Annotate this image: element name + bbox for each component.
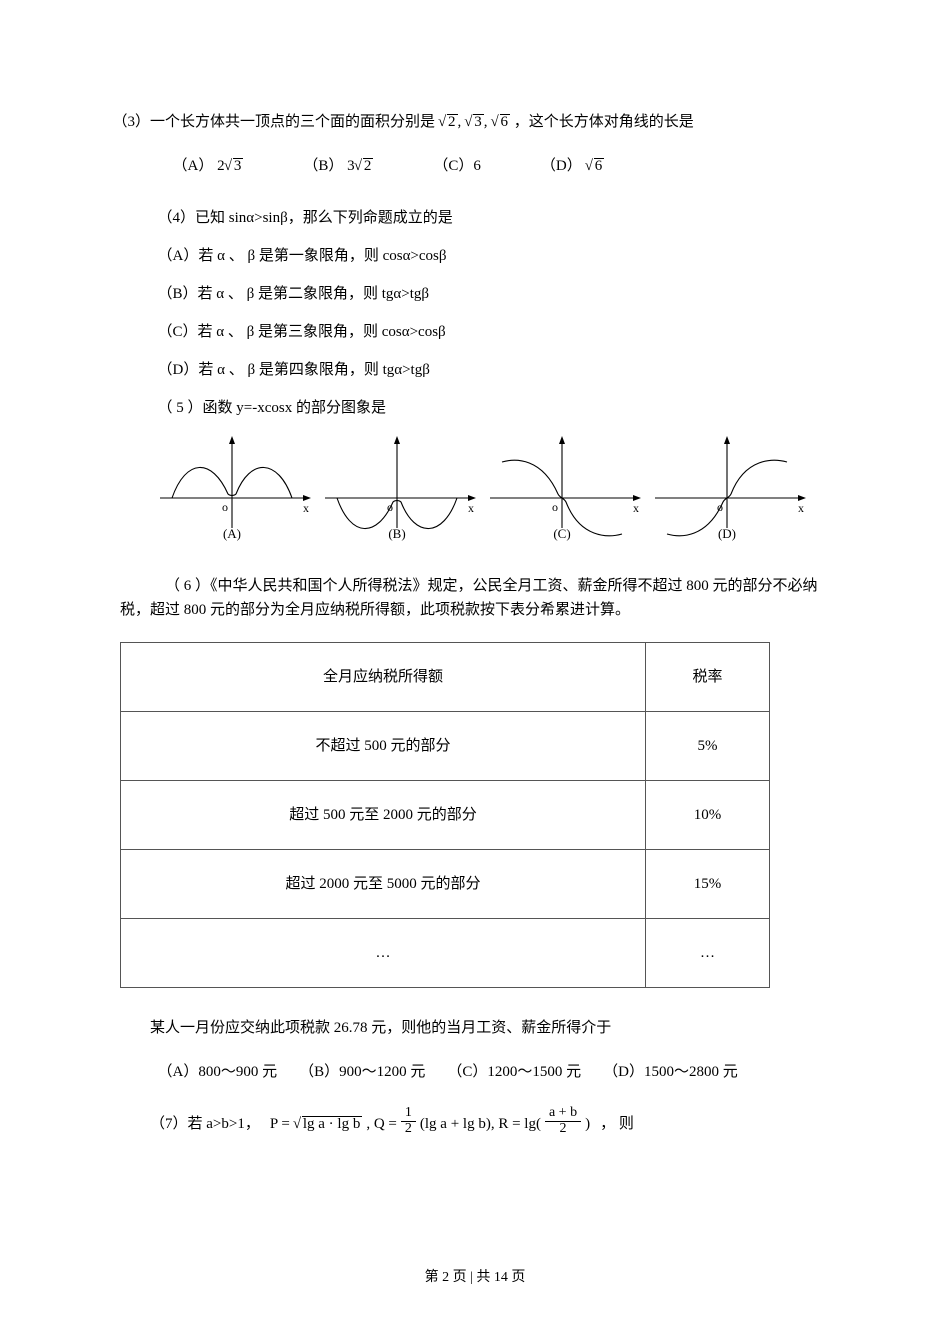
sqrt-6-icon: 6 bbox=[491, 110, 510, 134]
tax-table: 全月应纳税所得额 税率 不超过 500 元的部分 5% 超过 500 元至 20… bbox=[120, 642, 770, 988]
sqrt-icon: 2 bbox=[355, 154, 374, 178]
svg-text:(B): (B) bbox=[388, 526, 405, 541]
table-row: 不超过 500 元的部分 5% bbox=[121, 712, 770, 781]
q5-graph-a: o x (A) bbox=[150, 434, 315, 544]
sqrt-icon: 6 bbox=[585, 154, 604, 178]
q3-option-d: （D） 6 bbox=[541, 154, 604, 178]
q3-option-a: （A） 23 bbox=[173, 154, 244, 178]
q5-graph-c: o x (C) bbox=[480, 434, 645, 544]
sqrt-3-icon: 3 bbox=[465, 110, 484, 134]
q7-suffix: ， 则 bbox=[600, 1112, 634, 1136]
sqrt-2-icon: 2 bbox=[439, 110, 458, 134]
q7-line: （7）若 a>b>1， P = lg a · lg b , Q = 1 2 (l… bbox=[150, 1106, 830, 1136]
q3-options: （A） 23 （B） 32 （C）6 （D） 6 bbox=[173, 154, 831, 178]
page-footer: 第 2 页 | 共 14 页 bbox=[0, 1266, 950, 1286]
svg-text:x: x bbox=[468, 501, 474, 515]
q6-option-b: （B）900～1200 元 bbox=[299, 1060, 425, 1084]
q3-option-b: （B） 32 bbox=[303, 154, 373, 178]
table-header-row: 全月应纳税所得额 税率 bbox=[121, 643, 770, 712]
q5-stem: （ 5 ）函数 y=-xcosx 的部分图象是 bbox=[158, 396, 831, 420]
graph-b-svg: o x (B) bbox=[315, 434, 480, 544]
svg-text:o: o bbox=[552, 500, 558, 514]
q3-option-c: （C）6 bbox=[433, 154, 481, 178]
table-row: 超过 2000 元至 5000 元的部分 15% bbox=[121, 850, 770, 919]
graph-a-svg: o x (A) bbox=[150, 434, 315, 544]
sqrt-icon: 3 bbox=[225, 154, 244, 178]
svg-text:o: o bbox=[222, 500, 228, 514]
svg-text:(D): (D) bbox=[718, 526, 736, 541]
col-header-rate: 税率 bbox=[646, 643, 770, 712]
q3-stem-prefix: （3）一个长方体共一顶点的三个面的面积分别是 bbox=[113, 114, 439, 130]
graph-c-svg: o x (C) bbox=[480, 434, 645, 544]
q6-stem2: 某人一月份应交纳此项税款 26.78 元，则他的当月工资、薪金所得介于 bbox=[120, 1016, 830, 1040]
table-row: … … bbox=[121, 919, 770, 988]
svg-text:(C): (C) bbox=[553, 526, 570, 541]
sqrt-icon: lg a · lg b bbox=[294, 1112, 363, 1136]
svg-text:x: x bbox=[303, 501, 309, 515]
svg-text:x: x bbox=[633, 501, 639, 515]
q6-option-c: （C）1200～1500 元 bbox=[447, 1060, 581, 1084]
q4-stem: （4）已知 sinα>sinβ，那么下列命题成立的是 bbox=[158, 206, 831, 230]
q3-stem: （3）一个长方体共一顶点的三个面的面积分别是 2, 3, 6 ，这个长方体对角线… bbox=[113, 110, 831, 134]
q7-prefix: （7）若 a>b>1， bbox=[150, 1112, 260, 1136]
svg-text:o: o bbox=[717, 500, 723, 514]
q6-option-d: （D）1500～2800 元 bbox=[603, 1060, 738, 1084]
svg-text:x: x bbox=[798, 501, 804, 515]
q5-graph-d: o x (D) bbox=[645, 434, 810, 544]
graph-d-svg: o x (D) bbox=[645, 434, 810, 544]
fraction-half-icon: 1 2 bbox=[401, 1106, 416, 1136]
svg-text:o: o bbox=[387, 500, 393, 514]
q7-P: P = lg a · lg b bbox=[270, 1112, 363, 1136]
q3-stem-suffix: ，这个长方体对角线的长是 bbox=[514, 114, 694, 130]
q4-option-c: （C）若 α 、 β 是第三象限角，则 cosα>cosβ bbox=[158, 320, 831, 344]
q4-option-a: （A）若 α 、 β 是第一象限角，则 cosα>cosβ bbox=[158, 244, 831, 268]
q4-option-b: （B）若 α 、 β 是第二象限角，则 tgα>tgβ bbox=[158, 282, 831, 306]
q4-option-d: （D）若 α 、 β 是第四象限角，则 tgα>tgβ bbox=[158, 358, 831, 382]
q6-options: （A）800～900 元 （B）900～1200 元 （C）1200～1500 … bbox=[158, 1060, 831, 1084]
q5-graphs: o x (A) o x (B) o x (C) o x (D) bbox=[150, 434, 830, 544]
q5-graph-b: o x (B) bbox=[315, 434, 480, 544]
fraction-ab2-icon: a + b 2 bbox=[545, 1106, 581, 1136]
table-row: 超过 500 元至 2000 元的部分 10% bbox=[121, 781, 770, 850]
q6-paragraph: （ 6 ）《中华人民共和国个人所得税法》规定，公民全月工资、薪金所得不超过 80… bbox=[120, 574, 830, 622]
q6-option-a: （A）800～900 元 bbox=[158, 1060, 278, 1084]
col-header-income: 全月应纳税所得额 bbox=[121, 643, 646, 712]
svg-text:(A): (A) bbox=[223, 526, 241, 541]
